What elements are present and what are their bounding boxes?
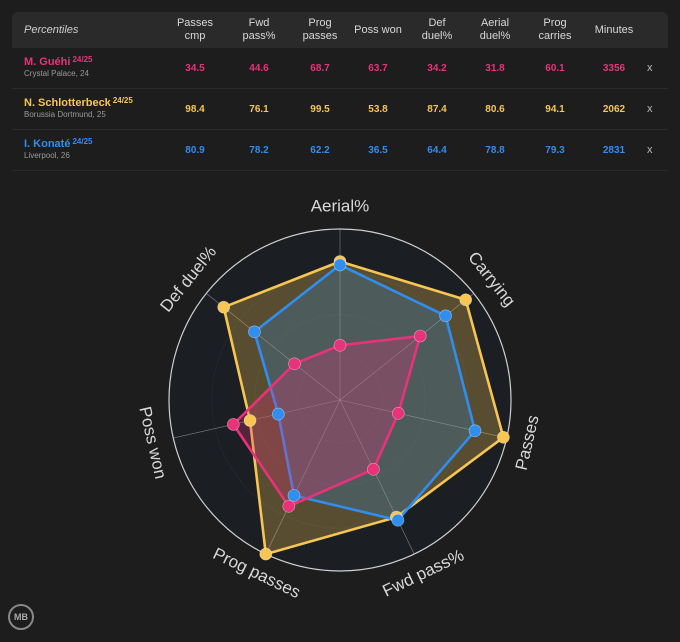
table-cell: 63.7	[368, 62, 388, 74]
remove-player-button[interactable]: x	[647, 62, 653, 74]
table-cell: 44.6	[249, 62, 269, 74]
table-cell: 34.2	[427, 62, 447, 74]
player-club: Liverpool, 26	[24, 151, 70, 160]
season-tag: 24/25	[72, 137, 93, 146]
table-cell: 98.4	[185, 103, 205, 115]
column-header[interactable]: Prog carries	[538, 17, 572, 42]
table-cell: 31.8	[485, 62, 505, 74]
table-row: M. Guéhi 24/25 Crystal Palace, 24 34.5 44.6 6…	[12, 48, 668, 89]
radar-point	[459, 293, 473, 307]
column-header[interactable]: Fwd pass%	[242, 17, 276, 42]
radar-point	[468, 424, 482, 438]
radar-axis-label: Passes	[512, 413, 543, 472]
player-club: Borussia Dortmund, 25	[24, 110, 106, 119]
table-header: Percentiles Passes cmp Fwd pass% Prog passe…	[12, 12, 668, 48]
radar-point	[288, 357, 301, 371]
header-percentiles: Percentiles	[24, 23, 79, 36]
radar-point	[391, 513, 405, 527]
table-cell: 76.1	[249, 103, 269, 115]
table-cell: 64.4	[427, 144, 447, 156]
table-cell: 68.7	[310, 62, 330, 74]
column-header[interactable]: Passes cmp	[176, 17, 214, 42]
radar-point	[413, 329, 427, 343]
column-header[interactable]: Aerial duel%	[479, 17, 511, 42]
table-cell: 3356	[602, 62, 626, 74]
remove-player-button[interactable]: x	[647, 103, 653, 115]
table-cell: 36.5	[368, 144, 388, 156]
radar-point	[243, 414, 257, 427]
radar-point	[333, 258, 347, 272]
table-cell: 78.2	[249, 144, 269, 156]
radar-point	[227, 418, 240, 431]
table-cell: 80.6	[485, 103, 505, 115]
column-header[interactable]: Minutes	[594, 23, 634, 36]
table-cell: 78.8	[485, 144, 505, 156]
table-cell: 80.9	[185, 144, 205, 156]
radar-point	[248, 325, 261, 339]
player-club: Crystal Palace, 24	[24, 69, 89, 78]
radar-point	[271, 407, 285, 421]
player-name: M. Guéhi 24/25	[24, 55, 93, 68]
remove-player-button[interactable]: x	[647, 144, 653, 156]
radar-point	[259, 547, 273, 561]
radar-point	[333, 338, 347, 352]
table-row: I. Konaté 24/25 Liverpool, 26 80.9 78.2 62.2 3…	[12, 130, 668, 171]
table-cell: 34.5	[185, 62, 205, 74]
radar-series-polygon	[253, 263, 477, 522]
column-header[interactable]: Poss won	[354, 23, 402, 36]
table-cell: 62.2	[310, 144, 330, 156]
radar-point	[367, 462, 380, 476]
table-cell: 53.8	[368, 103, 388, 115]
table-cell: 94.1	[545, 103, 565, 115]
radar-point	[217, 300, 230, 314]
radar-axis-label: Aerial%	[311, 196, 370, 215]
player-name: I. Konaté 24/25	[24, 137, 93, 150]
radar-point	[439, 309, 452, 323]
radar-spoke	[339, 293, 474, 401]
radar-spoke	[265, 399, 341, 555]
radar-spoke	[173, 399, 341, 439]
radar-point	[287, 489, 301, 502]
radar-axis-label: Poss won	[135, 405, 170, 481]
table-cell: 79.3	[545, 144, 565, 156]
table-cell: 87.4	[427, 103, 447, 115]
season-tag: 24/25	[112, 96, 133, 105]
radar-point	[497, 430, 510, 444]
table-cell: 2831	[602, 144, 626, 156]
season-tag: 24/25	[72, 55, 93, 64]
radar-point	[282, 499, 296, 513]
table-cell: 99.5	[310, 103, 330, 115]
table-body: M. Guéhi 24/25 Crystal Palace, 24 34.5 44.6 6…	[12, 48, 668, 171]
table-cell: 2062	[602, 103, 626, 115]
percentiles-table: Percentiles Passes cmp Fwd pass% Prog passe…	[12, 12, 668, 171]
column-header[interactable]: Def duel%	[421, 17, 453, 42]
logo: MB	[8, 604, 34, 630]
radar-point	[391, 406, 405, 420]
column-header[interactable]: Prog passes	[302, 17, 338, 42]
radar-series-polygon	[222, 260, 505, 556]
player-name: N. Schlotterbeck 24/25	[24, 96, 133, 109]
radar-spoke	[339, 399, 415, 555]
table-cell: 60.1	[545, 62, 565, 74]
table-row: N. Schlotterbeck 24/25 Borussia Dortmund, …	[12, 89, 668, 130]
